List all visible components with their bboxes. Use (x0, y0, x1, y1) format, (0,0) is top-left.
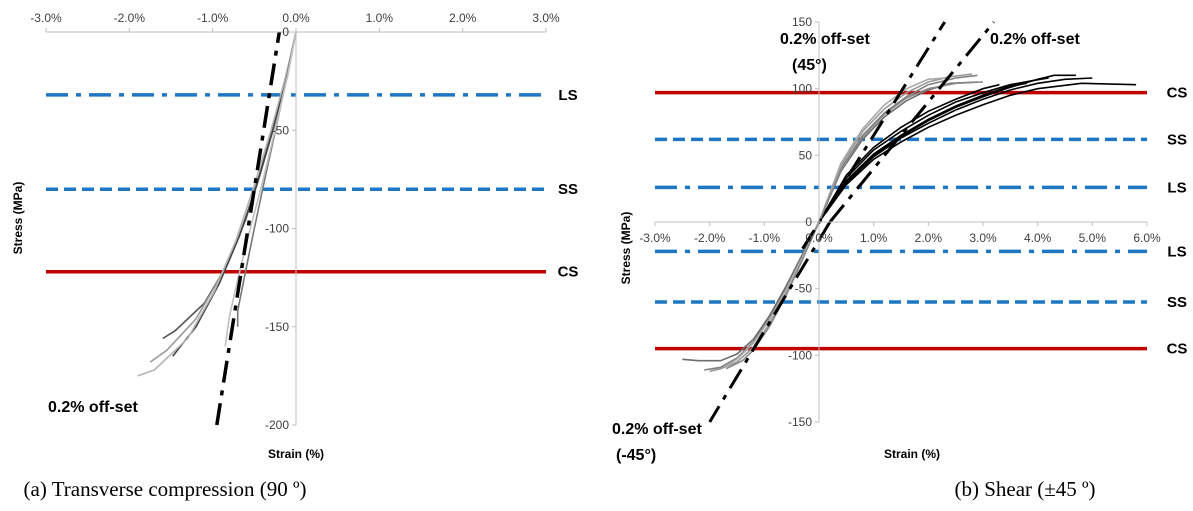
x-tick-label-b: 1.0% (860, 231, 888, 245)
series-a-1 (162, 31, 297, 340)
offset-annotation-a: 0.2% off-set (48, 399, 138, 416)
ref-label-b-ls: LS (1167, 179, 1186, 196)
series-b-neg-3 (682, 221, 820, 362)
y-tick-label-b: -50 (795, 282, 813, 296)
ref-label-cs: CS (558, 264, 579, 281)
series-b-pos-4 (818, 82, 1027, 223)
series-b-pos-2 (818, 77, 1049, 223)
offset-annotation-minus45-line1: 0.2% off-set (612, 421, 702, 438)
offset-line-a-path (215, 31, 282, 426)
series-b (682, 73, 1137, 373)
offset-line-a (215, 31, 282, 426)
series-b-pos-11 (818, 81, 984, 223)
chart-b-shear: -3.0% -2.0% -1.0% 0.0% 1.0% 2.0% 3.0% 4.0% 5.0% 6… (612, 15, 1187, 501)
offset-lines-b (708, 21, 996, 423)
series-b-pos-5 (818, 83, 1000, 223)
series-a (137, 31, 297, 377)
offset-line-b-1 (801, 21, 946, 250)
series-b-pos-10 (818, 77, 945, 223)
x-tick-label-a: -1.0% (197, 11, 229, 25)
x-tick-label-a: 1.0% (366, 11, 394, 25)
y-tick-label-b: 100 (792, 82, 812, 96)
ticks-a: -3.0% -2.0% -1.0% 0.0% 1.0% 2.0% 3.0% 0 -50 -100 -… (30, 11, 560, 432)
y-tick-label-b: -100 (788, 348, 812, 362)
ref-label-ls: LS (558, 87, 577, 104)
caption-b: (b) Shear (±45 º) (954, 477, 1095, 501)
ref-label-b-ls: LS (1167, 243, 1186, 260)
y-tick-label-a: -150 (265, 320, 289, 334)
offset-annotation-45-line1: 0.2% off-set (780, 31, 870, 48)
series-b-pos-6 (818, 77, 1093, 223)
chart-a-transverse-compression: -3.0% -2.0% -1.0% 0.0% 1.0% 2.0% 3.0% 0 -50 -100 -… (11, 11, 578, 501)
series-b-pos-1 (818, 74, 1076, 223)
x-tick-label-b: 6.0% (1133, 231, 1161, 245)
y-tick-label-a: -200 (265, 418, 289, 432)
x-tick-label-a: -3.0% (30, 11, 62, 25)
x-tick-label-a: 2.0% (449, 11, 477, 25)
y-tick-label-b: 150 (792, 15, 812, 29)
offset-annotation-45-line2: (45°) (792, 57, 827, 74)
ref-label-ss: SS (558, 181, 578, 198)
y-tick-label-a: 0 (282, 25, 289, 39)
x-axis-label-a: Strain (%) (268, 447, 324, 461)
x-tick-label-b: 4.0% (1024, 231, 1052, 245)
series-a-4 (137, 31, 297, 377)
offset-annotation-minus45: 0.2% off-set (-45°) (612, 421, 706, 464)
caption-a: (a) Transverse compression (90 º) (24, 477, 307, 501)
series-a-2 (149, 31, 297, 363)
x-tick-label-b: 0.0% (805, 231, 833, 245)
series-b-neg-5 (725, 221, 820, 370)
x-tick-label-b: -2.0% (694, 231, 726, 245)
x-axis-label-b: Strain (%) (884, 447, 940, 461)
offset-annotation-minus45-line2: (-45°) (616, 447, 656, 464)
series-b-pos-3 (818, 82, 1137, 223)
y-tick-label-b: 50 (799, 148, 813, 162)
y-axis-label-a: Stress (MPa) (11, 182, 25, 255)
ticks-b: -3.0% -2.0% -1.0% 0.0% 1.0% 2.0% 3.0% 4.0% 5.0% 6… (639, 15, 1161, 429)
reference-labels-b: CS SS LS LS SS CS (1167, 85, 1188, 358)
x-tick-label-a: 3.0% (532, 11, 560, 25)
series-a-6 (224, 31, 297, 347)
x-tick-label-b: -3.0% (639, 231, 671, 245)
reference-labels-a: LS SS CS (558, 87, 579, 281)
x-tick-label-b: -1.0% (749, 231, 781, 245)
offset-line-b-3 (708, 221, 832, 423)
y-tick-label-b: 0 (805, 215, 812, 229)
x-tick-label-a: 0.0% (282, 11, 310, 25)
x-tick-label-a: -2.0% (114, 11, 146, 25)
ref-label-b-cs: CS (1167, 341, 1188, 358)
x-tick-label-b: 5.0% (1079, 231, 1107, 245)
y-tick-label-a: -50 (272, 123, 290, 137)
ref-label-b-ss: SS (1167, 294, 1187, 311)
x-tick-label-b: 3.0% (969, 231, 997, 245)
offset-line-b-2 (828, 21, 996, 223)
offset-annotation-45: 0.2% off-set (45°) (780, 31, 874, 74)
y-tick-label-b: -150 (788, 415, 812, 429)
ref-label-b-cs: CS (1167, 85, 1188, 102)
offset-annotation-b: 0.2% off-set (990, 31, 1080, 48)
ref-label-b-ss: SS (1167, 131, 1187, 148)
y-tick-label-a: -100 (265, 222, 289, 236)
series-b-neg-4 (725, 221, 820, 367)
y-axis-label-b: Stress (MPa) (619, 212, 633, 285)
x-tick-label-b: 2.0% (915, 231, 943, 245)
